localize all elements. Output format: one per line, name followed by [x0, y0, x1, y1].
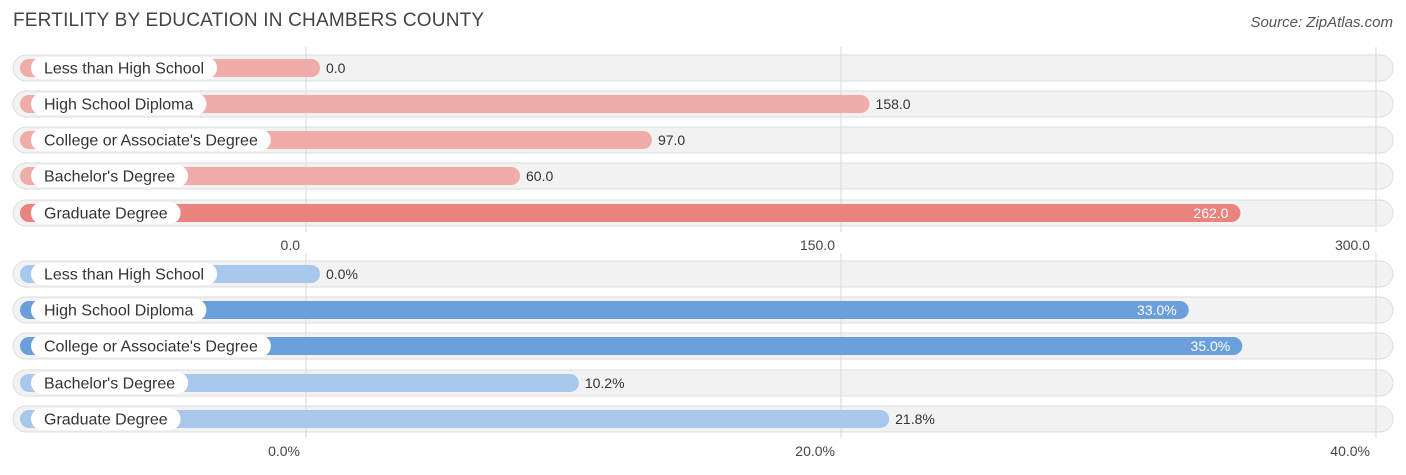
category-label-pill — [31, 129, 271, 151]
tick-label: 150.0 — [800, 237, 835, 253]
tick-label: 20.0% — [795, 443, 835, 459]
value-label: 60.0 — [526, 168, 553, 184]
category-label: High School Diploma — [44, 303, 194, 320]
category-label-pill — [31, 335, 271, 357]
value-label: 262.0 — [1193, 205, 1228, 221]
category-label-pill — [31, 93, 207, 115]
tick-label: 40.0% — [1330, 443, 1370, 459]
tick-label: 0.0% — [268, 443, 300, 459]
value-label: 35.0% — [1191, 338, 1231, 354]
chart-title: FERTILITY BY EDUCATION IN CHAMBERS COUNT… — [13, 10, 485, 31]
bar — [20, 410, 890, 428]
value-label: 158.0 — [876, 96, 911, 112]
category-label-pill — [31, 202, 181, 224]
bar — [20, 204, 1241, 222]
row-background — [12, 260, 1394, 288]
value-label: 0.0% — [326, 266, 358, 282]
tick-label: 0.0 — [281, 237, 301, 253]
chart-panel-1: Less than High School 0.0 High School Dipl… — [12, 47, 1394, 253]
category-label: Graduate Degree — [44, 412, 168, 429]
category-label-pill — [31, 408, 181, 430]
category-label: College or Associate's Degree — [44, 339, 258, 356]
category-label-pill — [31, 165, 189, 187]
category-label: College or Associate's Degree — [44, 133, 258, 150]
category-label: Less than High School — [44, 61, 204, 78]
bar — [20, 337, 1243, 355]
value-label: 21.8% — [895, 411, 935, 427]
value-label: 33.0% — [1137, 302, 1177, 318]
bar — [20, 301, 1189, 319]
value-label: 10.2% — [585, 375, 625, 391]
category-label-pill — [31, 299, 207, 321]
value-label: 97.0 — [658, 132, 685, 148]
category-label-pill — [31, 372, 189, 394]
chart-panel-2: Less than High School 0.0% High School Dip… — [12, 253, 1394, 459]
category-label: High School Diploma — [44, 97, 194, 114]
category-label: Graduate Degree — [44, 206, 168, 223]
bar — [20, 95, 870, 113]
category-label-pill — [31, 57, 218, 79]
source-label: Source: ZipAtlas.com — [1250, 14, 1393, 31]
tick-label: 300.0 — [1335, 237, 1370, 253]
category-label: Bachelor's Degree — [44, 169, 175, 186]
category-label: Less than High School — [44, 267, 204, 284]
category-label-pill — [31, 263, 218, 285]
value-label: 0.0 — [326, 60, 346, 76]
row-background — [12, 54, 1394, 82]
category-label: Bachelor's Degree — [44, 376, 175, 393]
